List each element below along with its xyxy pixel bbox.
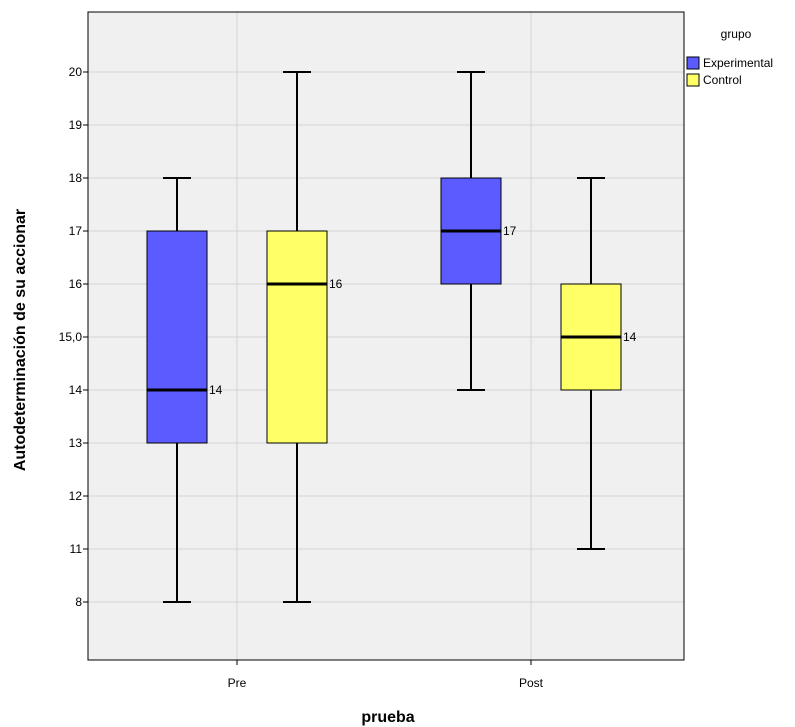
x-tick-label: Post bbox=[519, 676, 544, 690]
x-axis: Pre Post bbox=[228, 660, 544, 690]
legend: grupo Experimental Control bbox=[686, 27, 773, 87]
y-tick-label: 16 bbox=[69, 277, 83, 291]
box-series: 14 17 16 14 bbox=[146, 71, 637, 603]
plot-frame bbox=[87, 11, 685, 661]
median-label: 17 bbox=[503, 224, 517, 238]
y-axis-title: Autodeterminación de su accionar bbox=[12, 209, 29, 471]
y-tick-label: 12 bbox=[69, 489, 83, 503]
box-control-pre: 16 bbox=[266, 71, 343, 603]
legend-swatch-control bbox=[686, 73, 700, 87]
legend-title: grupo bbox=[721, 27, 752, 41]
x-axis-title: prueba bbox=[361, 709, 414, 726]
iqr-box bbox=[266, 230, 328, 444]
y-tick-label: 11 bbox=[70, 542, 83, 556]
y-tick-label: 8 bbox=[75, 595, 82, 609]
median-label: 14 bbox=[623, 330, 637, 344]
x-tick-label: Pre bbox=[228, 676, 247, 690]
y-tick-label: 13 bbox=[69, 436, 83, 450]
y-tick-label: 17 bbox=[69, 224, 83, 238]
y-tick-label: 20 bbox=[69, 65, 83, 79]
box-experimental-post: 17 bbox=[440, 71, 517, 391]
y-tick-label: 14 bbox=[69, 383, 83, 397]
box-experimental-pre: 14 bbox=[146, 177, 223, 603]
y-axis: 8 11 12 13 14 15,0 16 17 18 19 20 bbox=[59, 65, 88, 609]
legend-label-experimental: Experimental bbox=[703, 56, 773, 70]
median-label: 14 bbox=[209, 383, 223, 397]
box-control-post: 14 bbox=[560, 177, 637, 550]
y-tick-label: 18 bbox=[69, 171, 83, 185]
legend-swatch-experimental bbox=[686, 56, 700, 70]
legend-label-control: Control bbox=[703, 73, 742, 87]
y-tick-label: 15,0 bbox=[59, 330, 83, 344]
median-label: 16 bbox=[329, 277, 343, 291]
iqr-box bbox=[146, 230, 208, 444]
y-tick-label: 19 bbox=[69, 118, 83, 132]
